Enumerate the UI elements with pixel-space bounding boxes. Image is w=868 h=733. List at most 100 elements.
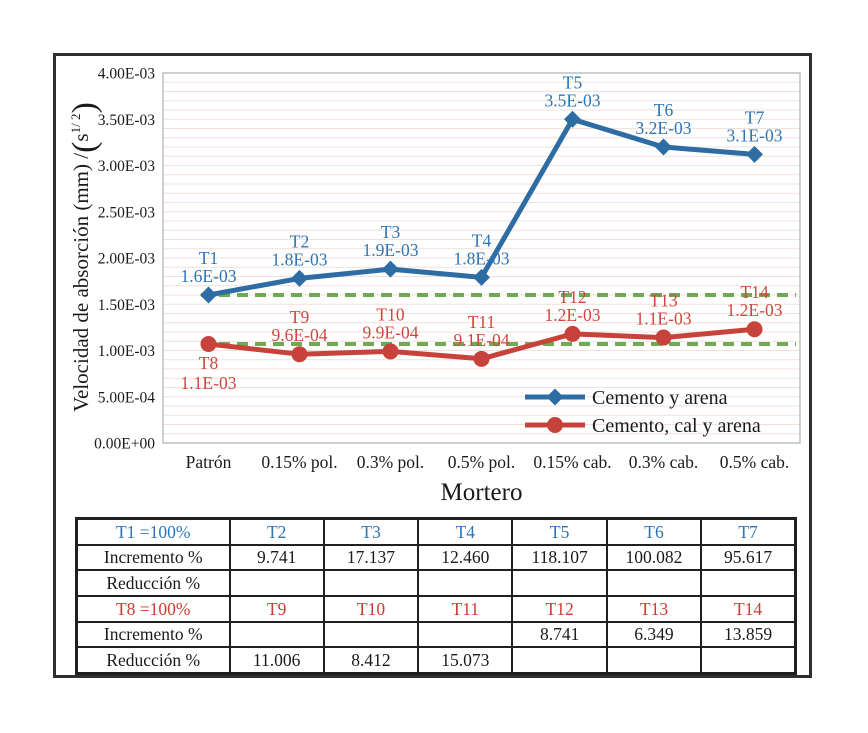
y-tick-label: 5.00E-04 xyxy=(98,389,156,406)
legend-label: Cemento y arena xyxy=(592,387,728,409)
data-label-value: 3.1E-03 xyxy=(727,125,783,145)
figure-frame: Velocidad de absorción (mm) /(s1/ 2) T1 1… xyxy=(53,53,812,678)
table-cell xyxy=(605,569,703,597)
data-point-marker xyxy=(291,346,308,363)
plot-border xyxy=(162,72,801,444)
gridlines xyxy=(163,81,800,435)
data-point-marker xyxy=(655,329,672,346)
data-point-marker xyxy=(291,269,308,287)
table-row: T8 =100% T9 T10 T11 T12 T13 T14 xyxy=(75,594,797,623)
data-point-marker xyxy=(547,417,563,433)
table-cell: 100.082 xyxy=(605,543,703,572)
row-header-cell: Reducción % xyxy=(75,646,231,675)
row-header-cell: T8 =100% xyxy=(75,594,231,623)
table-cell: 13.859 xyxy=(700,620,797,649)
table-cell xyxy=(322,569,420,597)
table-cell: 6.349 xyxy=(605,620,703,649)
series: T81.1E-03T99.6E-04T109.9E-04T119.1E-04T1… xyxy=(181,282,783,393)
data-point-marker xyxy=(473,268,490,286)
table-cell: 12.460 xyxy=(417,543,514,572)
data-label-id: T5 xyxy=(563,72,583,92)
table-cell: 8.412 xyxy=(322,646,420,675)
data-label-id: T9 xyxy=(290,307,310,327)
y-tick-label: 2.00E-03 xyxy=(98,251,156,268)
results-table-body: T1 =100% T2 T3 T4 T5 T6 T7 Incremento % 9.741 17.… xyxy=(75,517,797,675)
row-header-cell: T1 =100% xyxy=(75,517,231,546)
data-label-id: T7 xyxy=(745,107,765,127)
data-point-marker xyxy=(382,260,399,278)
data-label-id: T1 xyxy=(199,248,218,268)
data-label-value: 9.1E-04 xyxy=(454,330,510,350)
data-label-id: T6 xyxy=(654,100,674,120)
row-header-cell: Reducción % xyxy=(75,569,231,597)
data-label-id: T10 xyxy=(376,304,404,324)
x-category-label: 0.3% pol. xyxy=(357,452,425,472)
data-label-id: T13 xyxy=(649,291,677,311)
data-point-marker xyxy=(200,286,217,304)
data-label-value: 9.9E-04 xyxy=(363,322,419,342)
results-table: T1 =100% T2 T3 T4 T5 T6 T7 Incremento % 9.741 17.… xyxy=(75,517,797,675)
table-cell xyxy=(228,569,325,597)
data-point-marker xyxy=(564,110,581,128)
table-cell: 8.741 xyxy=(511,620,608,649)
data-point-marker xyxy=(382,343,399,360)
table-row: T1 =100% T2 T3 T4 T5 T6 T7 xyxy=(75,517,797,546)
table-cell: 95.617 xyxy=(700,543,797,572)
table-cell: T9 xyxy=(228,594,325,623)
table-cell xyxy=(322,620,420,649)
y-tick-label: 1.50E-03 xyxy=(98,297,156,314)
y-tick-label: 1.00E-03 xyxy=(98,343,156,360)
x-category-label: 0.5% pol. xyxy=(448,452,516,472)
table-row: Reducción % xyxy=(75,569,797,597)
table-cell: 9.741 xyxy=(228,543,325,572)
table-cell: T13 xyxy=(605,594,703,623)
x-category-label: 0.5% cab. xyxy=(720,452,790,472)
x-category-label: 0.15% cab. xyxy=(533,452,611,472)
data-label-value: 1.8E-03 xyxy=(272,249,328,269)
data-label-value: 3.5E-03 xyxy=(545,90,601,110)
table-cell: T5 xyxy=(511,517,608,546)
table-cell xyxy=(417,620,514,649)
data-label-id: T4 xyxy=(472,230,492,250)
x-axis-title: Mortero xyxy=(440,479,523,506)
table-cell xyxy=(417,569,514,597)
table-cell: T3 xyxy=(322,517,420,546)
data-label-id: T12 xyxy=(558,287,586,307)
x-category-label: Patrón xyxy=(186,452,232,472)
data-point-marker xyxy=(564,325,581,342)
data-label-value: 1.1E-03 xyxy=(181,373,237,393)
table-cell xyxy=(700,569,797,597)
data-label-value: 3.2E-03 xyxy=(636,118,692,138)
data-label-value: 1.6E-03 xyxy=(181,266,237,286)
data-point-marker xyxy=(655,138,672,156)
table-cell: 118.107 xyxy=(511,543,608,572)
data-label-value: 1.8E-03 xyxy=(454,248,510,268)
data-point-marker xyxy=(473,350,490,367)
data-label-value: 1.2E-03 xyxy=(727,300,783,320)
y-tick-label: 2.50E-03 xyxy=(98,204,156,221)
data-label-id: T14 xyxy=(740,282,768,302)
table-cell: T11 xyxy=(417,594,514,623)
data-label-value: 1.1E-03 xyxy=(636,309,692,329)
table-cell: 15.073 xyxy=(417,646,514,675)
y-tick-label: 4.00E-03 xyxy=(98,66,156,83)
data-label-value: 1.2E-03 xyxy=(545,305,601,325)
table-cell: T2 xyxy=(228,517,325,546)
legend-label: Cemento, cal y arena xyxy=(592,415,761,437)
data-point-marker xyxy=(200,336,217,353)
y-tick-label: 0.00E+00 xyxy=(94,436,155,453)
table-cell: T12 xyxy=(511,594,608,623)
data-point-marker xyxy=(746,145,763,163)
data-point-marker xyxy=(546,388,564,406)
table-cell: T6 xyxy=(605,517,703,546)
table-row: Incremento % 9.741 17.137 12.460 118.107 100.… xyxy=(75,543,797,572)
data-point-marker xyxy=(746,321,763,338)
table-cell: 17.137 xyxy=(322,543,420,572)
y-tick-label: 3.00E-03 xyxy=(98,158,156,175)
y-tick-label: 3.50E-03 xyxy=(98,112,156,129)
data-label-id: T11 xyxy=(468,312,496,332)
chart-legend: Cemento y arena Cemento, cal y arena xyxy=(525,387,761,437)
row-header-cell: Incremento % xyxy=(75,620,231,649)
